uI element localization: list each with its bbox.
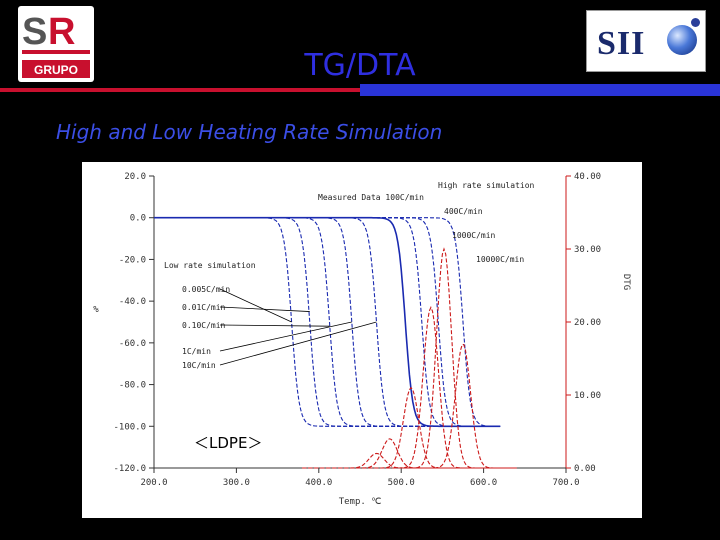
y-left-tick-label: -100.0 — [113, 422, 146, 432]
x-tick-label: 200.0 — [140, 478, 167, 488]
dtg-curve — [302, 247, 517, 469]
low-rate-arrow — [219, 324, 330, 327]
annotation-high-rate: High rate simulation — [438, 181, 535, 190]
dtg-curve — [302, 438, 517, 469]
low-rate-arrow — [219, 306, 310, 312]
high-rate-label: 10000C/min — [476, 255, 524, 264]
chart-svg: 200.0 300.0 400.0 500.0 600.0 700.0 20.0 0.0 -20… — [93, 172, 631, 507]
low-rate-arrow — [219, 321, 377, 366]
svg-text:GRUPO: GRUPO — [34, 63, 78, 77]
y-right-tick-label: 0.00 — [574, 464, 596, 474]
low-rate-label: 1C/min — [182, 347, 211, 356]
y-left-axis-label: % — [93, 305, 99, 315]
low-rate-label: 10C/min — [182, 361, 216, 370]
y-left-tick-label: -120.0 — [113, 464, 146, 474]
svg-text:R: R — [48, 11, 75, 53]
y-right-tick-label: 20.00 — [574, 318, 601, 328]
x-tick-label: 500.0 — [388, 478, 415, 488]
x-tick-label: 400.0 — [305, 478, 332, 488]
x-tick-label: 300.0 — [223, 478, 250, 488]
low-rate-label: 0.10C/min — [182, 321, 226, 330]
high-rate-label: 400C/min — [444, 207, 483, 216]
divider-blue — [360, 84, 720, 96]
tg-dta-chart: 200.0 300.0 400.0 500.0 600.0 700.0 20.0 0.0 -20… — [82, 162, 642, 518]
sii-globe-icon — [667, 25, 697, 55]
annotation-low-rate: Low rate simulation — [164, 261, 256, 270]
y-right-tick-label: 40.00 — [574, 172, 601, 182]
tg-curve — [154, 217, 501, 427]
divider-red — [0, 88, 360, 92]
dtg-curve — [302, 386, 517, 469]
high-rate-label: 1000C/min — [452, 231, 496, 240]
slide-title: TG/DTA — [304, 48, 416, 83]
y-left-tick-label: -20.0 — [119, 255, 146, 265]
sii-logo: SII — [586, 10, 706, 72]
dtg-curve — [302, 452, 517, 469]
annotation-measured: Measured Data 100C/min — [318, 193, 424, 202]
y-right-axis-label: DTG — [621, 274, 631, 290]
y-left-tick-label: -80.0 — [119, 381, 146, 391]
y-left-tick-label: 20.0 — [124, 172, 146, 182]
sii-logo-text: SII — [597, 25, 646, 62]
low-rate-arrow — [219, 288, 292, 323]
annotation-material: ＜LDPE＞ — [194, 434, 262, 452]
grupo-sr-logo-graphic: S R GRUPO — [22, 11, 90, 78]
x-axis-label: Temp. ℃ — [339, 497, 382, 507]
y-right-tick-label: 30.00 — [574, 245, 601, 255]
slide-subtitle: High and Low Heating Rate Simulation — [56, 120, 443, 144]
low-rate-label: 0.01C/min — [182, 303, 226, 312]
title-divider-bar — [0, 84, 720, 96]
y-right-tick-label: 10.00 — [574, 391, 601, 401]
low-rate-label: 0.005C/min — [182, 285, 230, 294]
x-tick-label: 700.0 — [552, 478, 579, 488]
y-left-tick-label: 0.0 — [130, 214, 146, 224]
svg-text:S: S — [22, 11, 47, 53]
low-rate-arrow — [219, 321, 352, 352]
sii-dot-icon — [691, 18, 700, 27]
y-left-tick-label: -40.0 — [119, 297, 146, 307]
x-tick-label: 600.0 — [470, 478, 497, 488]
y-left-tick-label: -60.0 — [119, 339, 146, 349]
grupo-sr-logo: S R GRUPO — [18, 6, 94, 82]
dtg-curve — [302, 306, 517, 469]
dtg-curve — [302, 344, 517, 469]
